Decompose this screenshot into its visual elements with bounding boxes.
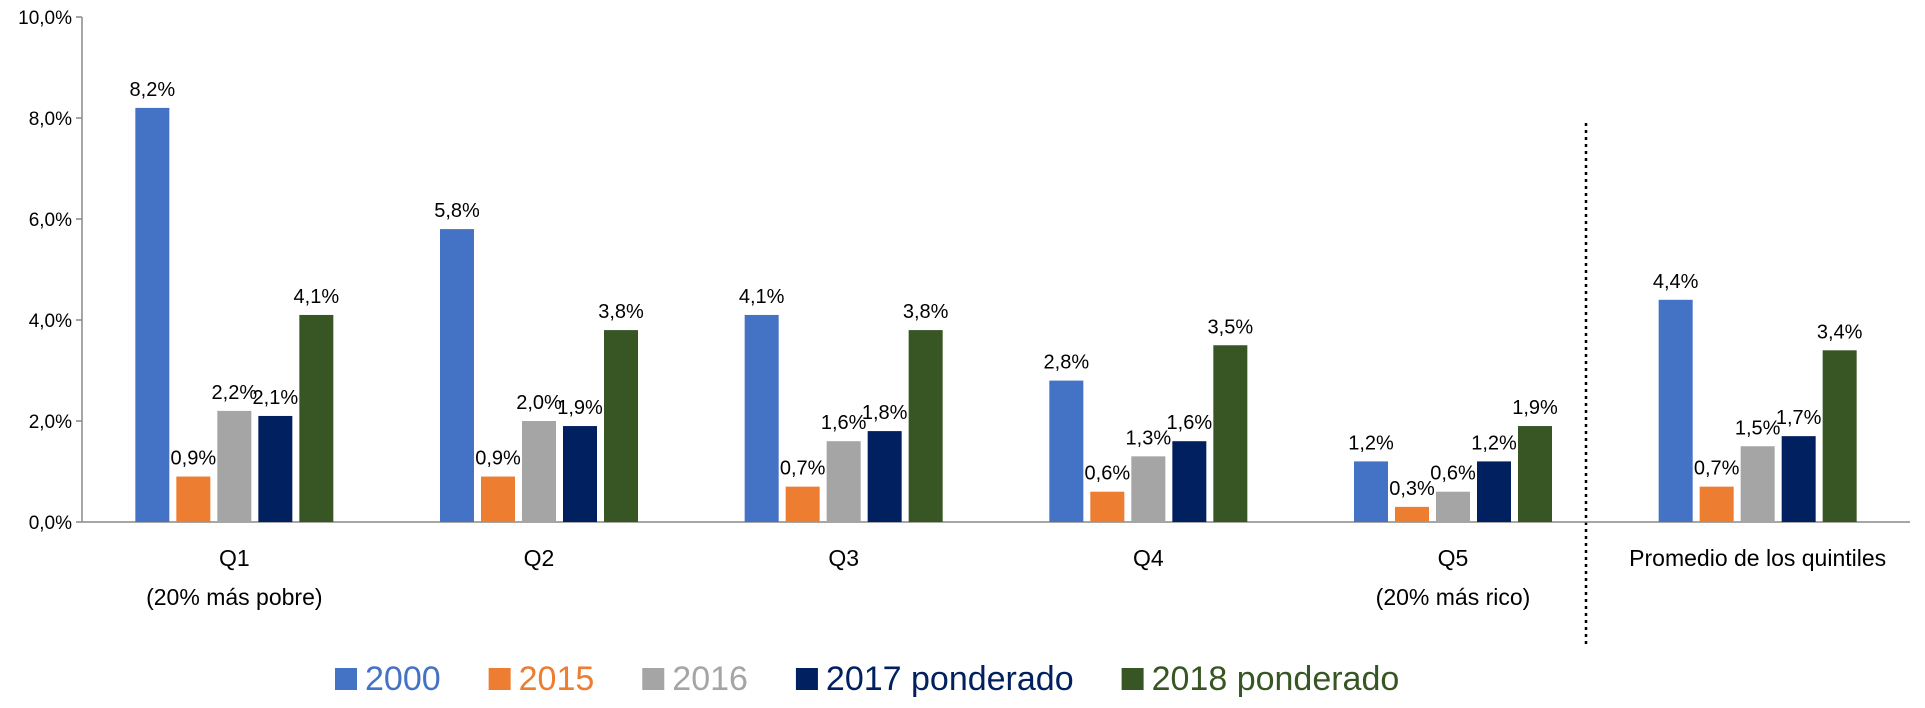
x-tick-label: Q3 xyxy=(828,545,859,571)
bar xyxy=(1658,299,1693,522)
legend-swatch xyxy=(488,668,511,690)
value-label: 2,8% xyxy=(1044,352,1090,374)
value-label: 0,7% xyxy=(1694,458,1740,480)
legend-label: 2000 xyxy=(365,660,441,698)
bar xyxy=(1477,461,1511,522)
bar xyxy=(481,476,515,522)
x-tick-label: Q2 xyxy=(524,545,555,571)
bar xyxy=(563,426,597,522)
value-label: 1,8% xyxy=(862,402,908,424)
value-label: 1,2% xyxy=(1348,432,1394,454)
bar xyxy=(1131,456,1166,522)
value-label: 0,9% xyxy=(475,448,521,470)
x-tick-label: Q5 xyxy=(1438,545,1469,571)
bar xyxy=(1781,436,1816,522)
value-label: 1,3% xyxy=(1126,427,1172,449)
legend-swatch xyxy=(1121,668,1144,690)
x-tick-label: Q1 xyxy=(219,545,250,571)
bar xyxy=(744,314,779,522)
value-label: 4,1% xyxy=(294,286,340,308)
value-label: 8,2% xyxy=(130,79,176,101)
legend-swatch xyxy=(795,668,818,690)
value-label: 3,4% xyxy=(1817,321,1863,343)
bar xyxy=(826,441,861,522)
y-tick-label: 0,0% xyxy=(29,513,72,534)
x-tick-label: (20% más pobre) xyxy=(146,584,322,610)
bar xyxy=(1822,350,1857,522)
bar xyxy=(1699,486,1734,522)
y-tick-label: 4,0% xyxy=(29,311,72,332)
value-label: 1,6% xyxy=(1167,412,1213,434)
bar xyxy=(867,431,902,522)
bar xyxy=(135,107,170,523)
y-tick-label: 6,0% xyxy=(29,210,72,231)
bar xyxy=(1436,491,1470,522)
bar xyxy=(908,330,943,522)
x-tick-label: Q4 xyxy=(1133,545,1164,571)
value-label: 1,9% xyxy=(557,397,603,419)
bar xyxy=(299,314,334,522)
y-tick-label: 10,0% xyxy=(18,8,72,29)
x-tick-label: Promedio de los quintiles xyxy=(1629,545,1886,571)
bar xyxy=(1395,506,1429,522)
bar xyxy=(217,410,252,522)
value-label: 0,3% xyxy=(1389,478,1435,500)
value-label: 1,9% xyxy=(1512,397,1558,419)
value-label: 2,1% xyxy=(253,387,299,409)
value-label: 0,9% xyxy=(171,448,217,470)
value-label: 4,1% xyxy=(739,286,785,308)
value-label: 1,2% xyxy=(1471,432,1517,454)
value-label: 3,5% xyxy=(1208,316,1254,338)
y-tick-label: 8,0% xyxy=(29,109,72,130)
value-label: 4,4% xyxy=(1653,271,1699,293)
bar xyxy=(1518,426,1552,522)
value-label: 1,6% xyxy=(821,412,867,434)
value-label: 1,5% xyxy=(1735,417,1781,439)
bar xyxy=(785,486,820,522)
value-label: 2,2% xyxy=(212,382,258,404)
bar xyxy=(522,421,556,522)
bar xyxy=(176,476,211,522)
legend-label: 2015 xyxy=(519,660,595,698)
legend-label: 2017 ponderado xyxy=(826,660,1074,698)
value-label: 2,0% xyxy=(516,392,562,414)
bar xyxy=(604,330,638,522)
bar xyxy=(1049,380,1084,522)
bar xyxy=(1090,491,1125,522)
bar xyxy=(1354,461,1388,522)
bar xyxy=(1740,446,1775,522)
value-label: 3,8% xyxy=(598,301,644,323)
value-label: 1,7% xyxy=(1776,407,1822,429)
value-label: 0,6% xyxy=(1430,463,1476,485)
x-tick-label: (20% más rico) xyxy=(1376,584,1531,610)
legend-label: 2018 ponderado xyxy=(1152,660,1400,698)
bar xyxy=(440,229,474,522)
value-label: 0,7% xyxy=(780,458,826,480)
y-tick-label: 2,0% xyxy=(29,412,72,433)
bar xyxy=(258,415,293,522)
legend-label: 2016 xyxy=(672,660,748,698)
value-label: 0,6% xyxy=(1085,463,1131,485)
bar xyxy=(1213,345,1248,522)
legend-swatch xyxy=(335,668,357,690)
bar xyxy=(1172,441,1207,522)
legend-swatch xyxy=(642,668,665,690)
value-label: 5,8% xyxy=(434,200,480,222)
value-label: 3,8% xyxy=(903,301,949,323)
